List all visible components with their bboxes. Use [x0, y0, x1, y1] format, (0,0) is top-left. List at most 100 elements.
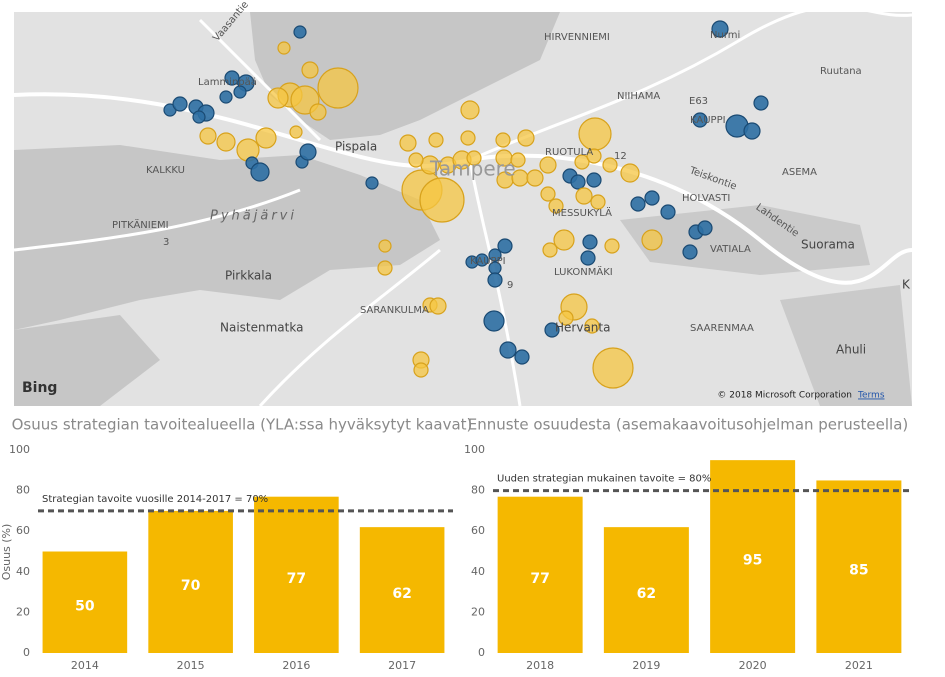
- y-tick-label: 60: [471, 524, 485, 537]
- map-label: HIRVENNIEMI: [544, 32, 610, 43]
- map-bubble: [548, 198, 564, 214]
- map-bubble: [429, 297, 447, 315]
- chart-title: Osuus strategian tavoitealueella (YLA:ss…: [12, 416, 473, 434]
- map-bubble: [289, 125, 303, 139]
- map-label: 12: [614, 151, 627, 162]
- terms-link[interactable]: Terms: [857, 391, 885, 401]
- map-bubble: [526, 169, 544, 187]
- bar: [710, 460, 796, 653]
- map-bubble: [539, 156, 557, 174]
- map-label: VATIALA: [710, 244, 751, 255]
- map-bubble: [309, 103, 327, 121]
- lake: [620, 205, 870, 275]
- map-bubble: [514, 349, 530, 365]
- map-label: Nurmi: [710, 30, 740, 41]
- y-tick-label: 0: [23, 646, 30, 659]
- target-label: Strategian tavoite vuosille 2014-2017 = …: [42, 494, 268, 505]
- map-bubble: [570, 174, 586, 190]
- map-label: 3: [163, 237, 169, 248]
- map-label: KAUPPI: [690, 115, 726, 126]
- bar: [42, 551, 128, 653]
- map-bubble: [743, 122, 761, 140]
- map-label: Ahuli: [836, 343, 866, 357]
- map-label: 9: [507, 280, 513, 291]
- lake: [14, 145, 440, 330]
- map-bubble: [419, 177, 465, 223]
- map-bubble: [497, 238, 513, 254]
- map-bubble: [574, 154, 590, 170]
- road: [469, 5, 913, 162]
- map-bubble: [466, 150, 482, 166]
- y-tick-label: 20: [16, 605, 30, 618]
- x-tick-label: 2019: [632, 659, 660, 672]
- map-bubble: [299, 143, 317, 161]
- y-tick-label: 40: [16, 565, 30, 578]
- target-label: Uuden strategian mukainen tavoite = 80%: [497, 474, 711, 485]
- map-bubble: [510, 152, 526, 168]
- x-tick-label: 2016: [282, 659, 310, 672]
- map-bubble: [277, 41, 291, 55]
- y-tick-label: 80: [16, 484, 30, 497]
- map-bubble: [584, 318, 600, 334]
- map-bubble: [413, 362, 429, 378]
- map-label: Tampere: [429, 157, 516, 181]
- map-bubble: [219, 90, 233, 104]
- map-bubble: [586, 148, 602, 164]
- map-bubble: [558, 310, 574, 326]
- bar: [497, 496, 583, 653]
- map-label: KAUPPI: [470, 256, 506, 267]
- map-bubble: [224, 70, 240, 86]
- map-bubble: [540, 186, 556, 202]
- y-tick-label: 80: [471, 484, 485, 497]
- map-bubble: [199, 127, 217, 145]
- attribution: © 2018 Microsoft Corporation: [717, 391, 852, 401]
- map-bubble: [660, 204, 676, 220]
- bar: [148, 510, 233, 653]
- x-tick-label: 2015: [177, 659, 205, 672]
- x-tick-label: 2020: [739, 659, 767, 672]
- map-bubble: [365, 176, 379, 190]
- map-bubble: [582, 234, 598, 250]
- chart-title: Ennuste osuudesta (asemakaavoitusohjelma…: [468, 416, 909, 434]
- map-bubble: [317, 67, 359, 109]
- bar-value-label: 62: [637, 586, 656, 602]
- x-tick-label: 2018: [526, 659, 554, 672]
- map-bubble: [267, 87, 289, 109]
- map-bubble: [578, 117, 612, 151]
- bing-logo: Bing: [22, 380, 57, 396]
- bar: [254, 496, 339, 653]
- map-label: PITKÄNIEMI: [112, 218, 169, 231]
- y-tick-label: 100: [9, 443, 30, 456]
- map-label: Suorama: [801, 238, 855, 252]
- map-bubble: [553, 229, 575, 251]
- map-label: Pirkkala: [225, 269, 272, 283]
- bar-value-label: 50: [75, 598, 95, 614]
- map-bubble: [487, 272, 503, 288]
- map-bubble: [233, 85, 247, 99]
- bar: [603, 527, 689, 653]
- bar-value-label: 85: [849, 563, 868, 579]
- y-tick-label: 60: [16, 524, 30, 537]
- bar-value-label: 77: [530, 571, 549, 587]
- map-label: E63: [689, 96, 708, 107]
- map-bubble: [460, 130, 476, 146]
- map-bubble: [293, 25, 307, 39]
- bar-value-label: 62: [392, 586, 411, 602]
- road: [13, 188, 301, 252]
- y-tick-label: 40: [471, 565, 485, 578]
- map-bubble: [641, 229, 663, 251]
- map-label: Lamminpää: [198, 77, 257, 88]
- map-bubble: [250, 162, 270, 182]
- map-bubbles: [163, 20, 769, 389]
- y-tick-label: 100: [464, 443, 485, 456]
- map-bubble: [399, 134, 417, 152]
- map-bubble: [644, 190, 660, 206]
- map-label: Pispala: [335, 140, 377, 154]
- map-label: HOLVASTI: [682, 193, 730, 204]
- road: [258, 248, 441, 408]
- map-bubble: [604, 238, 620, 254]
- map-label: ASEMA: [782, 167, 817, 178]
- bar-value-label: 77: [287, 571, 306, 587]
- y-tick-label: 0: [478, 646, 485, 659]
